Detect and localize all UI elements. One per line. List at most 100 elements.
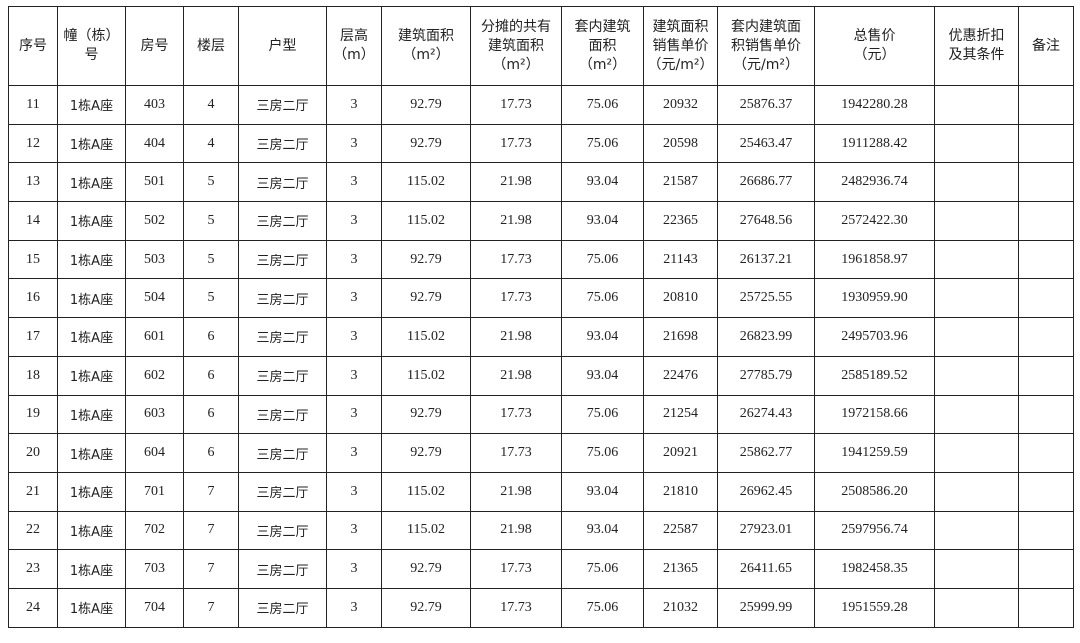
cell-shared-area: 17.73 xyxy=(470,278,562,319)
cell-unit-price: 21810 xyxy=(643,471,718,512)
header-remarks: 备注 xyxy=(1018,6,1074,86)
cell-building: 1栋A座 xyxy=(57,587,126,628)
table-row: 19 1栋A座 603 6 三房二厅 3 92.79 17.73 75.06 21254 26274… xyxy=(8,394,1074,435)
cell-layout: 三房二厅 xyxy=(238,278,327,319)
table-row: 12 1栋A座 404 4 三房二厅 3 92.79 17.73 75.06 20598 25463… xyxy=(8,123,1074,164)
cell-unit-price: 20810 xyxy=(643,278,718,319)
table-row: 11 1栋A座 403 4 三房二厅 3 92.79 17.73 75.06 20932 25876… xyxy=(8,85,1074,125)
cell-seq: 17 xyxy=(8,317,58,357)
cell-inner-unit-price: 25862.77 xyxy=(717,433,815,473)
cell-total-price: 1942280.28 xyxy=(814,85,935,125)
cell-area: 115.02 xyxy=(381,317,471,357)
cell-unit-price: 22587 xyxy=(643,510,718,551)
cell-inner-unit-price: 25725.55 xyxy=(717,278,815,319)
cell-discount xyxy=(934,549,1019,589)
cell-area: 115.02 xyxy=(381,162,471,203)
cell-shared-area: 17.73 xyxy=(470,239,562,280)
cell-seq: 18 xyxy=(8,355,58,396)
cell-shared-area: 21.98 xyxy=(470,471,562,512)
cell-discount xyxy=(934,278,1019,319)
cell-inner-area: 75.06 xyxy=(561,549,644,589)
cell-shared-area: 21.98 xyxy=(470,201,562,241)
cell-layout: 三房二厅 xyxy=(238,394,327,435)
table-row: 13 1栋A座 501 5 三房二厅 3 115.02 21.98 93.04 21587 2668… xyxy=(8,162,1074,203)
cell-seq: 23 xyxy=(8,549,58,589)
header-row: 序号 幢（栋） 号房号 楼层 户型 层高 （m） 建筑面积 （m²） 分摊的共有 建筑面积 … xyxy=(8,6,1074,86)
cell-remarks xyxy=(1018,162,1074,203)
cell-shared-area: 17.73 xyxy=(470,394,562,435)
cell-area: 92.79 xyxy=(381,278,471,319)
cell-area: 92.79 xyxy=(381,85,471,125)
cell-inner-unit-price: 25463.47 xyxy=(717,123,815,164)
cell-room: 704 xyxy=(125,587,184,628)
cell-shared-area: 17.73 xyxy=(470,85,562,125)
cell-discount xyxy=(934,123,1019,164)
cell-room: 601 xyxy=(125,317,184,357)
cell-unit-price: 22365 xyxy=(643,201,718,241)
header-total-price: 总售价 （元） xyxy=(814,6,935,86)
cell-height: 3 xyxy=(326,433,382,473)
cell-layout: 三房二厅 xyxy=(238,549,327,589)
cell-inner-area: 93.04 xyxy=(561,317,644,357)
cell-height: 3 xyxy=(326,510,382,551)
cell-layout: 三房二厅 xyxy=(238,85,327,125)
cell-shared-area: 17.73 xyxy=(470,433,562,473)
table-row: 24 1栋A座 704 7 三房二厅 3 92.79 17.73 75.06 21032 25999… xyxy=(8,587,1074,628)
cell-seq: 22 xyxy=(8,510,58,551)
cell-unit-price: 20932 xyxy=(643,85,718,125)
cell-layout: 三房二厅 xyxy=(238,162,327,203)
cell-building: 1栋A座 xyxy=(57,317,126,357)
cell-floor: 4 xyxy=(183,85,239,125)
cell-room: 502 xyxy=(125,201,184,241)
cell-room: 703 xyxy=(125,549,184,589)
cell-floor: 7 xyxy=(183,510,239,551)
cell-layout: 三房二厅 xyxy=(238,433,327,473)
cell-inner-area: 75.06 xyxy=(561,587,644,628)
cell-unit-price: 21254 xyxy=(643,394,718,435)
cell-layout: 三房二厅 xyxy=(238,471,327,512)
table-row: 17 1栋A座 601 6 三房二厅 3 115.02 21.98 93.04 21698 2682… xyxy=(8,317,1074,357)
cell-area: 115.02 xyxy=(381,201,471,241)
cell-room: 604 xyxy=(125,433,184,473)
cell-room: 702 xyxy=(125,510,184,551)
cell-inner-unit-price: 27648.56 xyxy=(717,201,815,241)
cell-remarks xyxy=(1018,239,1074,280)
cell-room: 602 xyxy=(125,355,184,396)
cell-inner-area: 93.04 xyxy=(561,162,644,203)
cell-remarks xyxy=(1018,433,1074,473)
table-row: 14 1栋A座 502 5 三房二厅 3 115.02 21.98 93.04 22365 2764… xyxy=(8,201,1074,241)
header-height: 层高 （m） xyxy=(326,6,382,86)
cell-remarks xyxy=(1018,201,1074,241)
cell-building: 1栋A座 xyxy=(57,433,126,473)
price-list-table: 序号 幢（栋） 号房号 楼层 户型 层高 （m） 建筑面积 （m²） 分摊的共有 建筑面积 … xyxy=(8,6,1074,628)
cell-height: 3 xyxy=(326,85,382,125)
cell-total-price: 1941259.59 xyxy=(814,433,935,473)
table-row: 21 1栋A座 701 7 三房二厅 3 115.02 21.98 93.04 21810 2696… xyxy=(8,471,1074,512)
cell-discount xyxy=(934,355,1019,396)
cell-building: 1栋A座 xyxy=(57,278,126,319)
cell-inner-area: 75.06 xyxy=(561,278,644,319)
cell-discount xyxy=(934,433,1019,473)
cell-floor: 5 xyxy=(183,278,239,319)
cell-inner-unit-price: 27785.79 xyxy=(717,355,815,396)
cell-building: 1栋A座 xyxy=(57,394,126,435)
cell-building: 1栋A座 xyxy=(57,201,126,241)
cell-room: 504 xyxy=(125,278,184,319)
header-area: 建筑面积 （m²） xyxy=(381,6,471,86)
cell-inner-unit-price: 27923.01 xyxy=(717,510,815,551)
cell-seq: 24 xyxy=(8,587,58,628)
table-row: 22 1栋A座 702 7 三房二厅 3 115.02 21.98 93.04 22587 2792… xyxy=(8,510,1074,551)
header-room: 房号 xyxy=(125,6,184,86)
cell-discount xyxy=(934,510,1019,551)
cell-area: 92.79 xyxy=(381,587,471,628)
cell-inner-area: 75.06 xyxy=(561,239,644,280)
cell-total-price: 2597956.74 xyxy=(814,510,935,551)
table-row: 15 1栋A座 503 5 三房二厅 3 92.79 17.73 75.06 21143 26137… xyxy=(8,239,1074,280)
cell-building: 1栋A座 xyxy=(57,162,126,203)
cell-shared-area: 21.98 xyxy=(470,317,562,357)
cell-total-price: 2572422.30 xyxy=(814,201,935,241)
cell-remarks xyxy=(1018,355,1074,396)
cell-shared-area: 21.98 xyxy=(470,355,562,396)
cell-area: 92.79 xyxy=(381,433,471,473)
cell-building: 1栋A座 xyxy=(57,123,126,164)
